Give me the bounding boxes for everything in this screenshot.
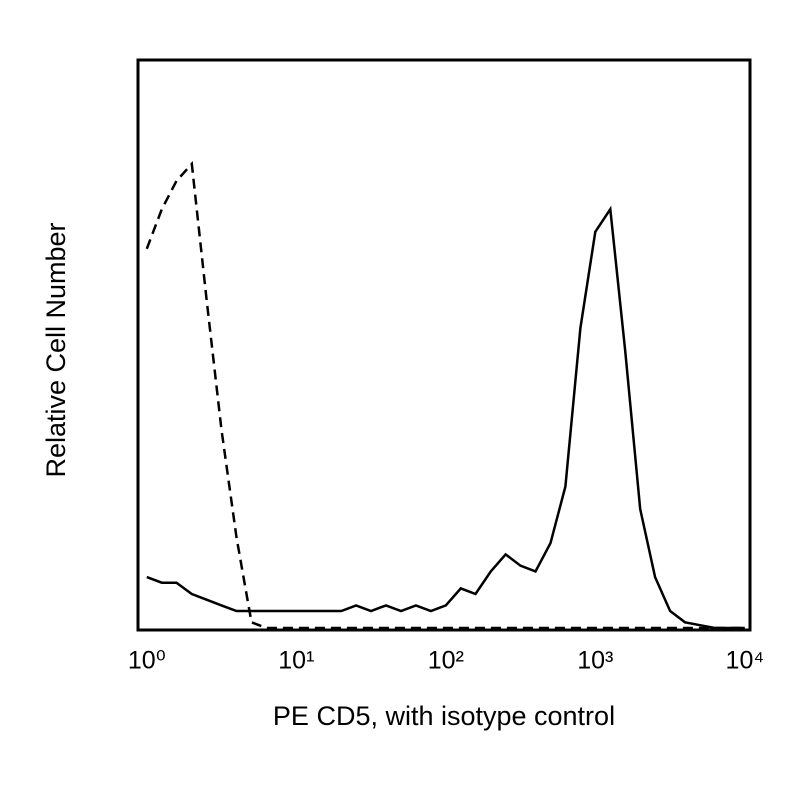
x-axis-label: PE CD5, with isotype control bbox=[273, 701, 615, 731]
histogram-line bbox=[145, 160, 745, 630]
x-tick-label: 10² bbox=[428, 647, 464, 675]
x-tick-label: 10³ bbox=[577, 647, 613, 675]
y-axis-label: Relative Cell Number bbox=[41, 222, 71, 477]
x-tick-label: 10⁰ bbox=[128, 647, 166, 675]
plot-frame bbox=[136, 58, 752, 632]
histogram-line bbox=[146, 205, 745, 630]
x-tick-label: 10¹ bbox=[278, 647, 314, 675]
x-tick-label: 10⁴ bbox=[726, 647, 765, 675]
